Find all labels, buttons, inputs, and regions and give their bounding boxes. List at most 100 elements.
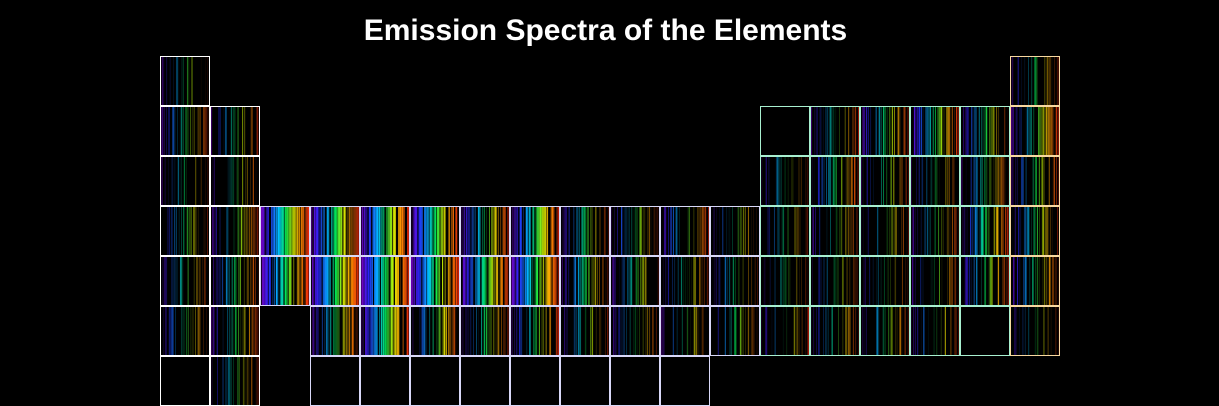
element-cell-r5-c7 bbox=[460, 256, 510, 306]
spectrum-lines bbox=[261, 207, 309, 255]
spectrum-lines bbox=[462, 257, 509, 305]
spectrum-lines bbox=[912, 257, 959, 305]
spectrum-lines bbox=[212, 157, 257, 205]
element-cell-r2-c15 bbox=[860, 106, 910, 156]
element-cell-r3-c15 bbox=[860, 156, 910, 206]
element-cell-r5-c11 bbox=[660, 256, 710, 306]
element-cell-r5-c15 bbox=[860, 256, 910, 306]
element-cell-r5-c6 bbox=[410, 256, 460, 306]
element-cell-r7-c8 bbox=[510, 356, 560, 406]
spectrum-lines bbox=[811, 157, 859, 205]
element-cell-r3-c2 bbox=[210, 156, 260, 206]
element-cell-r5-c13 bbox=[760, 256, 810, 306]
spectrum-lines bbox=[1012, 207, 1059, 255]
spectrum-lines bbox=[911, 207, 959, 255]
element-cell-r6-c12 bbox=[710, 306, 760, 356]
spectrum-lines bbox=[1011, 157, 1059, 205]
element-cell-r6-c7 bbox=[460, 306, 510, 356]
element-cell-r6-c13 bbox=[760, 306, 810, 356]
spectrum-lines bbox=[713, 257, 758, 305]
element-cell-r6-c1 bbox=[160, 306, 210, 356]
element-cell-r5-c2 bbox=[210, 256, 260, 306]
element-cell-r5-c10 bbox=[610, 256, 660, 306]
spectrum-lines bbox=[713, 207, 757, 255]
element-cell-r5-c4 bbox=[310, 256, 360, 306]
element-cell-r5-c16 bbox=[910, 256, 960, 306]
element-cell-r4-c8 bbox=[510, 206, 560, 256]
spectrum-lines bbox=[511, 257, 559, 305]
element-cell-r6-c14 bbox=[810, 306, 860, 356]
element-cell-r2-c13 bbox=[760, 106, 810, 156]
element-cell-r6-c10 bbox=[610, 306, 660, 356]
element-cell-r6-c2 bbox=[210, 306, 260, 356]
element-cell-r3-c13 bbox=[760, 156, 810, 206]
spectrum-lines bbox=[913, 107, 959, 155]
spectrum-lines bbox=[211, 307, 259, 355]
element-cell-r5-c12 bbox=[710, 256, 760, 306]
element-cell-r6-c11 bbox=[660, 306, 710, 356]
spectrum-lines bbox=[611, 207, 659, 255]
element-cell-r5-c5 bbox=[360, 256, 410, 306]
element-cell-r4-c15 bbox=[860, 206, 910, 256]
element-cell-r7-c1 bbox=[160, 356, 210, 406]
spectrum-lines bbox=[311, 257, 359, 305]
spectrum-lines bbox=[361, 257, 409, 305]
element-cell-r3-c18 bbox=[1010, 156, 1060, 206]
spectrum-lines bbox=[361, 307, 409, 355]
element-cell-r4-c6 bbox=[410, 206, 460, 256]
spectrum-lines bbox=[964, 257, 1009, 305]
element-cell-r4-c2 bbox=[210, 206, 260, 256]
element-cell-r4-c4 bbox=[310, 206, 360, 256]
spectrum-lines bbox=[911, 307, 959, 355]
spectrum-lines bbox=[511, 207, 559, 255]
element-cell-r4-c9 bbox=[560, 206, 610, 256]
spectrum-lines bbox=[461, 307, 509, 355]
spectrum-lines bbox=[1011, 107, 1059, 155]
element-cell-r4-c1 bbox=[160, 206, 210, 256]
element-cell-r4-c18 bbox=[1010, 206, 1060, 256]
element-cell-r7-c5 bbox=[360, 356, 410, 406]
element-cell-r1-c18 bbox=[1010, 56, 1060, 106]
element-cell-r7-c2 bbox=[210, 356, 260, 406]
element-cell-r7-c4 bbox=[310, 356, 360, 406]
element-cell-r2-c1 bbox=[160, 106, 210, 156]
element-cell-r6-c4 bbox=[310, 306, 360, 356]
element-cell-r2-c18 bbox=[1010, 106, 1060, 156]
spectrum-lines bbox=[613, 307, 657, 355]
element-cell-r6-c16 bbox=[910, 306, 960, 356]
spectrum-lines bbox=[761, 307, 809, 355]
spectrum-lines bbox=[211, 107, 259, 155]
spectrum-lines bbox=[461, 207, 509, 255]
element-cell-r5-c14 bbox=[810, 256, 860, 306]
element-cell-r5-c18 bbox=[1010, 256, 1060, 306]
spectrum-lines bbox=[412, 307, 457, 355]
spectrum-lines bbox=[564, 307, 609, 355]
element-cell-r4-c16 bbox=[910, 206, 960, 256]
spectrum-lines bbox=[763, 257, 809, 305]
spectrum-lines bbox=[211, 357, 259, 405]
element-cell-r4-c7 bbox=[460, 206, 510, 256]
element-cell-r4-c11 bbox=[660, 206, 710, 256]
spectrum-lines bbox=[663, 257, 709, 305]
spectrum-lines bbox=[962, 207, 1009, 255]
element-cell-r4-c14 bbox=[810, 206, 860, 256]
element-cell-r1-c1 bbox=[160, 56, 210, 106]
spectrum-lines bbox=[862, 107, 909, 155]
element-cell-r6-c9 bbox=[560, 306, 610, 356]
spectrum-lines bbox=[861, 157, 909, 205]
element-cell-r6-c17 bbox=[960, 306, 1010, 356]
spectrum-lines bbox=[411, 207, 458, 255]
element-cell-r7-c10 bbox=[610, 356, 660, 406]
spectrum-lines bbox=[1013, 307, 1059, 355]
spectrum-lines bbox=[661, 307, 704, 355]
spectrum-lines bbox=[812, 257, 858, 305]
spectrum-lines bbox=[411, 257, 459, 305]
spectrum-lines bbox=[311, 207, 359, 255]
spectrum-lines bbox=[212, 207, 259, 255]
spectrum-lines bbox=[161, 157, 209, 205]
spectrum-lines bbox=[911, 157, 955, 205]
element-cell-r5-c9 bbox=[560, 256, 610, 306]
element-cell-r4-c5 bbox=[360, 206, 410, 256]
spectrum-lines bbox=[562, 207, 609, 255]
